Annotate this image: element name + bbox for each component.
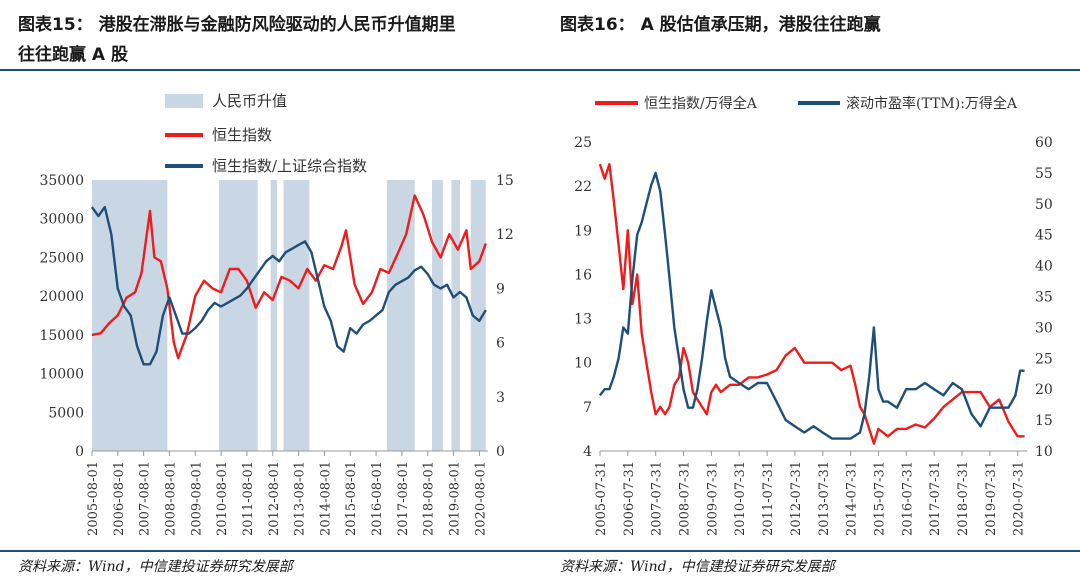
left-appreciation-band bbox=[470, 180, 486, 451]
left-y-right-tick: 9 bbox=[496, 281, 505, 297]
right-x-tick-label: 2013-07-31 bbox=[817, 461, 832, 536]
right-y-right-tick: 55 bbox=[1035, 166, 1053, 182]
right-x-tick-label: 2012-07-31 bbox=[789, 461, 804, 536]
right-x-tick-label: 2008-07-31 bbox=[678, 461, 693, 536]
right-y-right-tick: 50 bbox=[1035, 197, 1053, 213]
right-x-tick-label: 2009-07-31 bbox=[705, 461, 720, 536]
left-x-tick-label: 2018-08-01 bbox=[422, 461, 437, 536]
left-appreciation-band bbox=[270, 180, 278, 451]
left-y-right-tick: 3 bbox=[496, 390, 505, 406]
bottom-rule bbox=[0, 550, 1080, 552]
right-y-left-tick: 4 bbox=[583, 444, 592, 460]
left-y-left-tick: 5000 bbox=[48, 405, 84, 421]
left-x-tick-label: 2008-08-01 bbox=[163, 461, 178, 536]
left-legend-label-ratio: 恒生指数/上证综合指数 bbox=[212, 157, 367, 175]
left-y-left-tick: 20000 bbox=[39, 289, 84, 305]
left-y-right-tick: 15 bbox=[496, 173, 514, 189]
right-x-tick-label: 2007-07-31 bbox=[650, 461, 665, 536]
left-y-left-tick: 25000 bbox=[39, 250, 84, 266]
left-appreciation-band bbox=[283, 180, 310, 451]
left-title-line1: 图表15： 港股在滞胀与金融防风险驱动的人民币升值期里 bbox=[18, 15, 456, 35]
right-y-right-tick: 60 bbox=[1035, 135, 1053, 151]
right-legend-label-ratio: 恒生指数/万得全A bbox=[644, 95, 758, 112]
right-y-left-tick: 25 bbox=[574, 135, 592, 151]
right-x-tick-label: 2010-07-31 bbox=[733, 461, 748, 536]
left-x-tick-label: 2012-08-01 bbox=[267, 461, 282, 536]
right-x-tick-label: 2005-07-31 bbox=[594, 461, 609, 536]
left-appreciation-band bbox=[432, 180, 443, 451]
right-x-tick-label: 2014-07-31 bbox=[845, 461, 860, 536]
right-title: 图表16： A 股估值承压期，港股往往跑赢 bbox=[560, 15, 881, 35]
left-x-tick-label: 2009-08-01 bbox=[189, 461, 204, 536]
left-x-tick-label: 2006-08-01 bbox=[112, 461, 127, 536]
right-y-right-tick: 10 bbox=[1035, 444, 1053, 460]
left-legend-label-hsi: 恒生指数 bbox=[212, 126, 272, 144]
left-y-left-tick: 10000 bbox=[39, 367, 84, 383]
right-y-right-tick: 35 bbox=[1035, 290, 1053, 306]
left-title-line2: 往往跑赢 A 股 bbox=[18, 45, 128, 65]
right-x-tick-label: 2011-07-31 bbox=[761, 461, 776, 536]
left-legend-swatch-shade bbox=[165, 94, 203, 108]
left-x-tick-label: 2011-08-01 bbox=[241, 461, 256, 536]
right-x-tick-label: 2016-07-31 bbox=[900, 461, 915, 536]
left-x-tick-label: 2017-08-01 bbox=[396, 461, 411, 536]
right-y-right-tick: 20 bbox=[1035, 382, 1053, 398]
left-x-tick-label: 2005-08-01 bbox=[86, 461, 101, 536]
left-x-tick-label: 2007-08-01 bbox=[138, 461, 153, 536]
left-y-right-tick: 12 bbox=[496, 227, 514, 243]
left-x-tick-label: 2015-08-01 bbox=[344, 461, 359, 536]
source-left: 资料来源：Wind，中信建投证券研究发展部 bbox=[18, 559, 293, 575]
left-x-tick-label: 2010-08-01 bbox=[215, 461, 230, 536]
right-x-tick-label: 2017-07-31 bbox=[928, 461, 943, 536]
right-legend-label-pe: 滚动市盈率(TTM):万得全A bbox=[846, 95, 1018, 112]
right-y-left-tick: 7 bbox=[583, 400, 592, 416]
right-y-right-tick: 30 bbox=[1035, 320, 1053, 336]
right-series-line-0 bbox=[598, 162, 1025, 445]
right-x-tick-label: 2019-07-31 bbox=[984, 461, 999, 536]
right-y-left-tick: 10 bbox=[574, 356, 592, 372]
left-y-left-tick: 15000 bbox=[39, 328, 84, 344]
right-y-left-tick: 22 bbox=[574, 179, 592, 195]
left-x-tick-label: 2016-08-01 bbox=[370, 461, 385, 536]
right-y-left-tick: 13 bbox=[574, 312, 592, 328]
right-chart: 4 7 10 13 16 19 22 25 10 15 20 25 30 35 40 45 50 55 60 2005… bbox=[574, 95, 1053, 536]
title-rule bbox=[0, 69, 1080, 71]
right-x-tick-label: 2020-07-31 bbox=[1012, 461, 1027, 536]
right-y-right-tick: 40 bbox=[1035, 259, 1053, 275]
right-y-left-tick: 19 bbox=[574, 223, 592, 239]
left-appreciation-band bbox=[218, 180, 258, 451]
left-x-tick-label: 2013-08-01 bbox=[293, 461, 308, 536]
right-x-tick-label: 2006-07-31 bbox=[622, 461, 637, 536]
right-y-right-tick: 15 bbox=[1035, 413, 1053, 429]
left-appreciation-band bbox=[386, 180, 415, 451]
left-chart: 0 5000 10000 15000 20000 25000 30000 35000 0 3 6 9 1… bbox=[39, 92, 514, 536]
right-x-tick-label: 2018-07-31 bbox=[956, 461, 971, 536]
left-x-tick-label: 2019-08-01 bbox=[448, 461, 463, 536]
right-x-tick-label: 2015-07-31 bbox=[872, 461, 887, 536]
right-y-left-tick: 16 bbox=[574, 267, 592, 283]
left-x-tick-label: 2020-08-01 bbox=[473, 461, 488, 536]
left-legend-label-shade: 人民币升值 bbox=[212, 92, 287, 110]
source-right: 资料来源：Wind，中信建投证券研究发展部 bbox=[560, 559, 835, 575]
right-y-right-tick: 25 bbox=[1035, 351, 1053, 367]
left-y-left-tick: 35000 bbox=[39, 173, 84, 189]
left-y-left-tick: 0 bbox=[75, 444, 84, 460]
left-series-line-0 bbox=[91, 194, 487, 360]
left-y-right-tick: 6 bbox=[496, 336, 505, 352]
left-appreciation-band bbox=[451, 180, 460, 451]
right-series-line-1 bbox=[598, 171, 1025, 440]
left-x-tick-label: 2014-08-01 bbox=[318, 461, 333, 536]
right-y-right-tick: 45 bbox=[1035, 228, 1053, 244]
left-y-right-tick: 0 bbox=[496, 444, 505, 460]
left-series-line-1 bbox=[90, 205, 487, 366]
left-y-left-tick: 30000 bbox=[39, 212, 84, 228]
